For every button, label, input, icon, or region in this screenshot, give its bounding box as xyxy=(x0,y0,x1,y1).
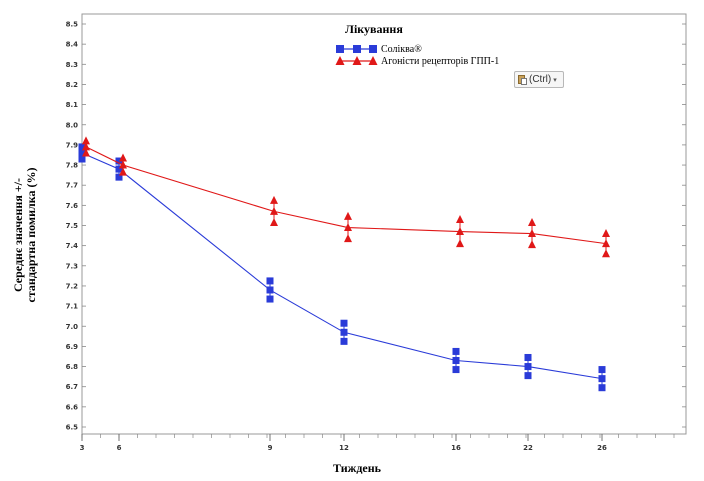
error-cap-bottom-1-3 xyxy=(344,234,352,243)
error-cap-bottom-0-6 xyxy=(598,384,606,392)
error-cap-bottom-0-5 xyxy=(524,372,532,380)
error-cap-top-1-0 xyxy=(82,136,90,145)
legend-title: Лікування xyxy=(345,22,403,36)
legend-marker-0a xyxy=(336,45,344,53)
y-tick-label-10: 7.5 xyxy=(66,222,79,230)
y-tick-label-15: 8.0 xyxy=(66,121,79,129)
data-point-0-6 xyxy=(598,375,606,383)
x-tick-label-3: 12 xyxy=(339,444,349,452)
legend-marker-1b xyxy=(352,56,362,65)
data-point-1-0 xyxy=(82,142,90,151)
error-cap-top-1-5 xyxy=(528,217,536,226)
y-tick-label-19: 8.4 xyxy=(66,41,79,49)
y-tick-label-14: 7.9 xyxy=(66,141,79,149)
y-axis-title-line1: Середнє значення +/- xyxy=(11,178,25,292)
data-point-0-0 xyxy=(78,149,86,157)
error-cap-top-1-1 xyxy=(119,153,127,162)
error-cap-bottom-1-1 xyxy=(119,167,127,176)
error-cap-bottom-0-4 xyxy=(452,366,460,374)
y-tick-label-2: 6.7 xyxy=(66,383,79,391)
error-cap-top-0-2 xyxy=(266,277,274,285)
data-point-1-6 xyxy=(602,239,610,248)
y-tick-label-1: 6.6 xyxy=(66,403,79,411)
series-layer xyxy=(78,136,610,392)
y-tick-label-5: 7.0 xyxy=(66,323,79,331)
error-cap-bottom-0-3 xyxy=(340,337,348,345)
x-tick-label-4: 16 xyxy=(451,444,461,452)
data-point-1-2 xyxy=(270,206,278,215)
x-tick-label-1: 6 xyxy=(117,444,122,452)
y-tick-label-20: 8.5 xyxy=(66,21,79,29)
error-cap-bottom-1-0 xyxy=(82,148,90,157)
error-cap-top-1-3 xyxy=(344,211,352,220)
y-tick-label-8: 7.3 xyxy=(66,262,79,270)
legend-marker-1a xyxy=(335,56,345,65)
x-tick-label-6: 26 xyxy=(597,444,607,452)
paste-options-button[interactable]: (Ctrl) ▾ xyxy=(514,71,564,88)
data-point-0-1 xyxy=(115,165,123,173)
legend-entry-0: Соліква® xyxy=(336,44,422,55)
error-cap-top-0-3 xyxy=(340,319,348,327)
chevron-down-icon: ▾ xyxy=(553,76,557,84)
legend-marker-0c xyxy=(369,45,377,53)
y-tick-label-6: 7.1 xyxy=(66,303,79,311)
legend-label-0: Соліква® xyxy=(381,44,422,55)
plot-frame xyxy=(81,13,687,435)
error-cap-top-0-6 xyxy=(598,366,606,374)
error-cap-bottom-0-1 xyxy=(115,173,123,181)
error-cap-bottom-0-0 xyxy=(78,155,86,163)
y-tick-label-16: 8.1 xyxy=(66,101,79,109)
error-cap-bottom-1-2 xyxy=(270,217,278,226)
x-axis: 3 6 9 12 16 22 26 xyxy=(80,434,675,452)
y-tick-label-11: 7.6 xyxy=(66,202,79,210)
error-cap-bottom-1-6 xyxy=(602,249,610,258)
legend-entry-1: Агоністи рецепторів ГПП-1 xyxy=(335,56,499,67)
error-cap-top-1-6 xyxy=(602,229,610,238)
y-axis-title: Середнє значення +/- стандартна помилка … xyxy=(11,168,38,303)
error-cap-bottom-1-5 xyxy=(528,240,536,249)
x-axis-title: Тиждень xyxy=(333,461,382,475)
y-tick-label-0: 6.5 xyxy=(66,424,79,432)
error-cap-top-0-5 xyxy=(524,353,532,361)
legend-label-1: Агоністи рецепторів ГПП-1 xyxy=(381,56,499,67)
data-point-0-2 xyxy=(266,286,274,294)
x-tick-label-5: 22 xyxy=(523,444,533,452)
data-point-0-5 xyxy=(524,363,532,371)
error-cap-top-0-0 xyxy=(78,143,86,151)
y-tick-label-17: 8.2 xyxy=(66,81,79,89)
legend-marker-1c xyxy=(368,56,378,65)
error-cap-bottom-1-4 xyxy=(456,239,464,248)
data-point-1-3 xyxy=(344,223,352,232)
x-tick-label-0: 3 xyxy=(80,444,85,452)
data-point-0-4 xyxy=(452,357,460,365)
paste-options-label: (Ctrl) xyxy=(529,74,552,85)
y-tick-label-18: 8.3 xyxy=(66,61,79,69)
data-point-0-3 xyxy=(340,328,348,336)
x-tick-label-2: 9 xyxy=(268,444,273,452)
legend-marker-0b xyxy=(353,45,361,53)
error-cap-top-0-4 xyxy=(452,347,460,355)
y-tick-label-4: 6.9 xyxy=(66,343,79,351)
legend: Лікування Соліква® Агоністи рецепторів Г… xyxy=(335,22,499,67)
y-tick-label-12: 7.7 xyxy=(66,182,79,190)
error-cap-top-1-2 xyxy=(270,195,278,204)
error-cap-top-1-4 xyxy=(456,214,464,223)
data-point-1-4 xyxy=(456,227,464,236)
error-cap-top-0-1 xyxy=(115,157,123,165)
y-axis: 6.5 6.6 6.7 6.8 6.9 7.0 7.1 7.2 7.3 7.4 7.5 7.6 7.7 7… xyxy=(66,21,686,432)
data-point-1-5 xyxy=(528,229,536,238)
y-axis-title-line2: стандартна помилка (%) xyxy=(24,168,38,303)
clipboard-paste-icon xyxy=(518,74,527,85)
y-tick-label-9: 7.4 xyxy=(66,242,79,250)
error-cap-bottom-0-2 xyxy=(266,295,274,303)
data-point-1-1 xyxy=(119,160,127,169)
y-tick-label-13: 7.8 xyxy=(66,162,79,170)
y-tick-label-7: 7.2 xyxy=(66,282,79,290)
y-tick-label-3: 6.8 xyxy=(66,363,79,371)
